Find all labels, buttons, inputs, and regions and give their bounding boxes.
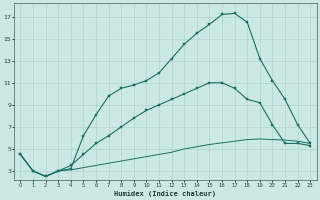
X-axis label: Humidex (Indice chaleur): Humidex (Indice chaleur) [114, 190, 216, 197]
